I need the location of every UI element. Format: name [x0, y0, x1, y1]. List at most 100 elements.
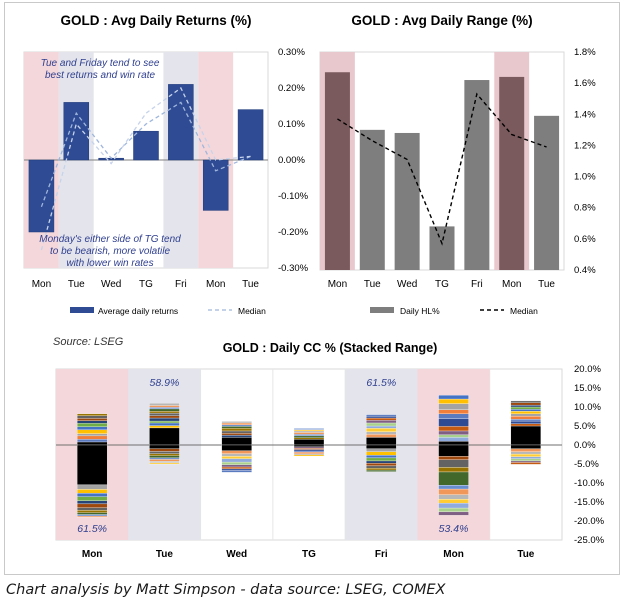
chart3-seg-pos-6-7	[510, 409, 542, 412]
chart3-seg-neg-6-1	[510, 448, 542, 452]
chart3-seg-neg-5-8	[438, 499, 469, 504]
chart1-bar-1	[63, 102, 90, 161]
chart3-seg-neg-6-6	[510, 460, 542, 463]
chart3-seg-neg-2-0	[221, 444, 252, 451]
chart3-seg-pos-5-5	[438, 418, 469, 427]
chart2-xtick-0: Mon	[328, 279, 347, 290]
chart3-seg-neg-3-6	[293, 453, 325, 456]
chart3-seg-pos-3-1	[293, 437, 325, 440]
chart3-seg-pos-6-5	[510, 413, 542, 417]
chart3-winrate-3: 53.4%	[439, 523, 469, 535]
chart3-seg-pos-5-8	[438, 403, 469, 410]
chart1-xtick-1: Tue	[68, 279, 85, 290]
chart3-ytick-9: -25.0%	[574, 535, 605, 546]
chart3-seg-neg-4-3	[366, 455, 397, 459]
chart3-seg-neg-5-4	[438, 471, 469, 486]
chart3-seg-neg-2-1	[221, 450, 252, 454]
chart3-xtick-2: Wed	[226, 549, 247, 560]
chart3-seg-neg-3-5	[293, 452, 325, 454]
chart3-seg-pos-1-10	[149, 405, 180, 408]
chart1-bar-4	[168, 84, 194, 161]
chart1-xtick-6: Tue	[242, 279, 259, 290]
chart3-seg-pos-5-2	[438, 434, 469, 438]
chart3-ytick-1: 15.0%	[574, 383, 601, 394]
chart3-seg-neg-6-3	[510, 453, 542, 457]
chart3-seg-pos-3-3	[293, 434, 325, 437]
chart3-seg-neg-6-5	[510, 458, 542, 462]
chart3-seg-pos-5-0	[438, 441, 469, 446]
chart3-seg-neg-0-8	[76, 510, 108, 513]
chart3-xtick-6: Tue	[517, 549, 534, 560]
chart1-annotation-bottom: Monday's either side of TG tend to be bea…	[39, 234, 181, 269]
chart1-ytick-1: 0.20%	[278, 83, 305, 94]
chart3-seg-neg-1-4	[149, 455, 180, 459]
chart3-seg-neg-4-1	[366, 448, 397, 452]
chart3-seg-pos-3-0	[293, 439, 325, 446]
chart3-winrate-2: 61.5%	[366, 377, 396, 389]
chart2-bar-1	[359, 129, 385, 270]
chart3-seg-pos-4-6	[366, 420, 397, 424]
chart3-winrate-0: 61.5%	[77, 523, 107, 535]
chart3-seg-pos-0-4	[76, 429, 108, 434]
chart3-seg-pos-6-3	[510, 419, 542, 422]
chart3-seg-pos-5-7	[438, 409, 469, 414]
chart3-seg-pos-4-4	[366, 425, 397, 429]
chart1-xtick-5: Mon	[206, 279, 225, 290]
chart3-seg-pos-4-3	[366, 428, 397, 432]
chart3-seg-pos-4-8	[366, 415, 397, 419]
chart3-seg-pos-2-1	[221, 434, 252, 438]
chart3-seg-neg-2-2	[221, 453, 252, 457]
chart3-seg-neg-0-1	[76, 484, 108, 490]
chart3-seg-neg-1-6	[149, 459, 180, 462]
chart3-seg-pos-1-11	[149, 403, 180, 406]
chart3-seg-neg-5-1	[438, 456, 469, 460]
chart3-seg-neg-4-5	[366, 460, 397, 464]
chart3-seg-pos-1-3	[149, 420, 180, 424]
chart3-seg-pos-0-3	[76, 433, 108, 437]
chart3-seg-pos-0-5	[76, 426, 108, 430]
chart3-seg-neg-4-6	[366, 463, 397, 467]
chart3-ytick-4: 0.0%	[574, 440, 596, 451]
chart3-seg-neg-0-11	[76, 515, 108, 518]
chart3-seg-neg-4-9	[366, 469, 397, 472]
chart3-seg-pos-5-6	[438, 413, 469, 419]
chart3-seg-neg-0-5	[76, 500, 108, 505]
chart3-seg-neg-5-10	[438, 507, 469, 513]
chart3-seg-pos-4-2	[366, 431, 397, 435]
chart3-seg-neg-5-7	[438, 494, 469, 500]
chart2-bar-3	[429, 226, 455, 270]
chart3-seg-neg-2-4	[221, 458, 252, 463]
chart3-seg-pos-1-6	[149, 412, 180, 416]
chart2-ytick-3: 1.2%	[574, 140, 596, 151]
chart1-ytick-6: -0.30%	[278, 263, 309, 274]
chart2-legend-bars: Daily HL%	[400, 306, 440, 316]
chart3-seg-neg-0-3	[76, 493, 108, 497]
chart3-seg-pos-3-7	[293, 428, 325, 430]
chart3-seg-pos-1-7	[149, 411, 180, 414]
chart-frame	[4, 2, 620, 575]
chart3-seg-pos-4-1	[366, 434, 397, 438]
chart3-seg-pos-4-7	[366, 417, 397, 421]
chart3-title: GOLD : Daily CC % (Stacked Range)	[223, 341, 438, 355]
chart3-seg-pos-2-4	[221, 428, 252, 432]
chart3-seg-neg-4-2	[366, 451, 397, 456]
chart3-seg-pos-6-1	[510, 423, 542, 427]
chart3-seg-pos-6-0	[510, 425, 542, 446]
chart3-seg-pos-3-4	[293, 432, 325, 435]
chart1-ytick-0: 0.30%	[278, 47, 305, 58]
chart3-seg-neg-4-7	[366, 465, 397, 469]
chart3-seg-neg-1-3	[149, 453, 180, 456]
chart3-seg-pos-6-6	[510, 411, 542, 414]
chart3-seg-neg-5-9	[438, 502, 469, 509]
chart3-seg-neg-3-2	[293, 448, 325, 450]
caption: Chart analysis by Matt Simpson - data so…	[6, 582, 446, 598]
chart3-seg-pos-0-2	[76, 435, 108, 440]
chart2-ytick-7: 0.4%	[574, 265, 596, 276]
chart3-seg-pos-3-6	[293, 429, 325, 432]
chart1-bar-5	[202, 159, 229, 211]
chart3-seg-pos-5-4	[438, 426, 469, 432]
chart3-seg-neg-3-7	[293, 454, 325, 457]
chart2-bar-2	[394, 132, 420, 270]
chart3-xtick-5: Mon	[443, 549, 464, 560]
